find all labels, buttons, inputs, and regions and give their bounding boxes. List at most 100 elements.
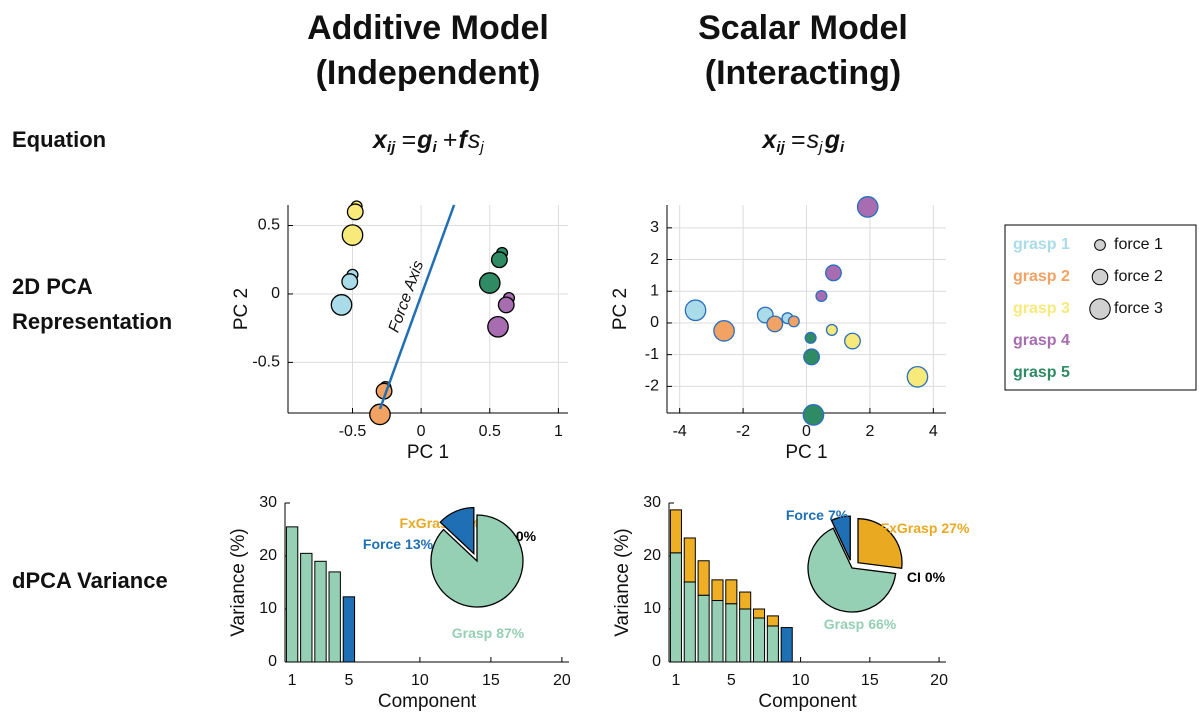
y-tick-label: 0 — [268, 653, 277, 670]
point — [341, 224, 364, 246]
x-tick-label: 4 — [929, 423, 938, 440]
point — [487, 315, 509, 338]
bar — [752, 617, 766, 663]
equation-symbol: s — [468, 126, 481, 154]
equation-subscript: i — [840, 139, 845, 156]
equation-spacer — [437, 132, 438, 149]
bar — [697, 594, 710, 663]
x-axis-label: PC 1 — [785, 442, 827, 463]
bar — [766, 625, 779, 663]
legend-label: grasp 5 — [1013, 364, 1070, 381]
column-title: (Independent) — [316, 54, 541, 92]
equation-symbol: x — [761, 126, 778, 154]
equation-symbol: g — [824, 126, 840, 154]
equation-spacer — [785, 132, 786, 149]
equation-spacer — [395, 132, 396, 149]
bar — [683, 581, 696, 663]
pie-slice — [830, 515, 851, 561]
pie-label-value: 0% — [925, 569, 946, 585]
row-label: 2D PCA — [12, 274, 93, 299]
bar — [669, 552, 682, 663]
y-tick-label: 20 — [643, 547, 661, 564]
bar — [342, 596, 356, 663]
y-tick-label: 0 — [271, 285, 280, 302]
pie-slice — [430, 514, 524, 608]
x-tick-label: 0 — [802, 423, 811, 440]
x-tick-label: -2 — [736, 423, 750, 440]
x-tick-label: 0 — [417, 423, 426, 440]
bar — [739, 591, 752, 610]
bar — [752, 608, 766, 619]
y-tick-label: 3 — [650, 219, 659, 236]
point — [787, 315, 800, 328]
legend-label: grasp 3 — [1013, 300, 1070, 317]
pie-slice — [439, 507, 475, 556]
point — [802, 404, 825, 426]
pie-label: Force 13% — [363, 536, 434, 552]
equation-symbol: + — [443, 126, 458, 154]
column-title: Scalar Model — [698, 9, 908, 47]
point — [856, 196, 879, 218]
x-tick-label: 1 — [554, 423, 563, 440]
legend-label: force 3 — [1114, 300, 1163, 317]
pie-label-name: CI — [907, 569, 921, 585]
point — [497, 296, 515, 314]
pie-slice — [857, 518, 903, 569]
point — [815, 289, 828, 303]
equation-subscript: i — [432, 139, 437, 156]
y-tick-label: 30 — [643, 494, 661, 511]
pie-label-value: 13% — [405, 536, 434, 552]
x-tick-label: 2 — [865, 423, 874, 440]
legend-label: force 2 — [1114, 268, 1163, 285]
point — [369, 403, 391, 426]
x-tick-label: -0.5 — [339, 423, 367, 440]
pie-label-value: 0% — [516, 528, 537, 544]
bar — [285, 526, 299, 663]
x-axis-label: Component — [758, 691, 857, 712]
equation-subscript: ij — [387, 139, 396, 156]
x-tick-label: 20 — [553, 672, 571, 689]
equation-symbol: x — [371, 126, 388, 154]
pie-label-name: FxGrasp — [881, 520, 938, 536]
pie-label: Force 7% — [786, 507, 849, 523]
pie-label-name: Force — [363, 536, 401, 552]
bar — [300, 552, 313, 663]
legend-size-marker — [1089, 298, 1111, 320]
bar — [328, 571, 341, 663]
bar — [683, 537, 696, 583]
pie-label-value: 27% — [941, 520, 970, 536]
equation-subscript: j — [817, 139, 823, 156]
row-label: Representation — [12, 309, 172, 334]
y-tick-label: 30 — [259, 494, 277, 511]
legend-label: grasp 2 — [1013, 268, 1070, 285]
force-axis-line — [378, 204, 456, 410]
point — [804, 331, 817, 344]
point — [803, 348, 821, 366]
point — [490, 251, 508, 269]
equation-subscript: j — [478, 139, 484, 156]
row-label: dPCA Variance — [12, 568, 168, 593]
point — [844, 332, 861, 350]
pie-label-name: Force — [786, 507, 824, 523]
x-tick-label: 10 — [792, 672, 810, 689]
point — [825, 323, 838, 336]
y-tick-label: 0 — [652, 653, 661, 670]
x-tick-label: 20 — [930, 672, 948, 689]
point — [478, 272, 501, 294]
y-axis-label: PC 2 — [231, 288, 252, 330]
x-tick-label: 15 — [861, 672, 879, 689]
y-tick-label: 20 — [259, 547, 277, 564]
bar — [739, 608, 752, 663]
x-tick-label: 1 — [671, 672, 680, 689]
y-tick-label: -0.5 — [252, 354, 280, 371]
bar — [669, 509, 682, 554]
x-axis-label: Component — [378, 691, 477, 712]
equation-symbol: = — [791, 126, 806, 154]
y-tick-label: 10 — [643, 600, 661, 617]
pie-label-value: 66% — [868, 616, 897, 632]
x-tick-label: 10 — [411, 672, 429, 689]
equation-spacer — [822, 132, 823, 149]
y-axis-label: Variance (%) — [612, 528, 633, 636]
